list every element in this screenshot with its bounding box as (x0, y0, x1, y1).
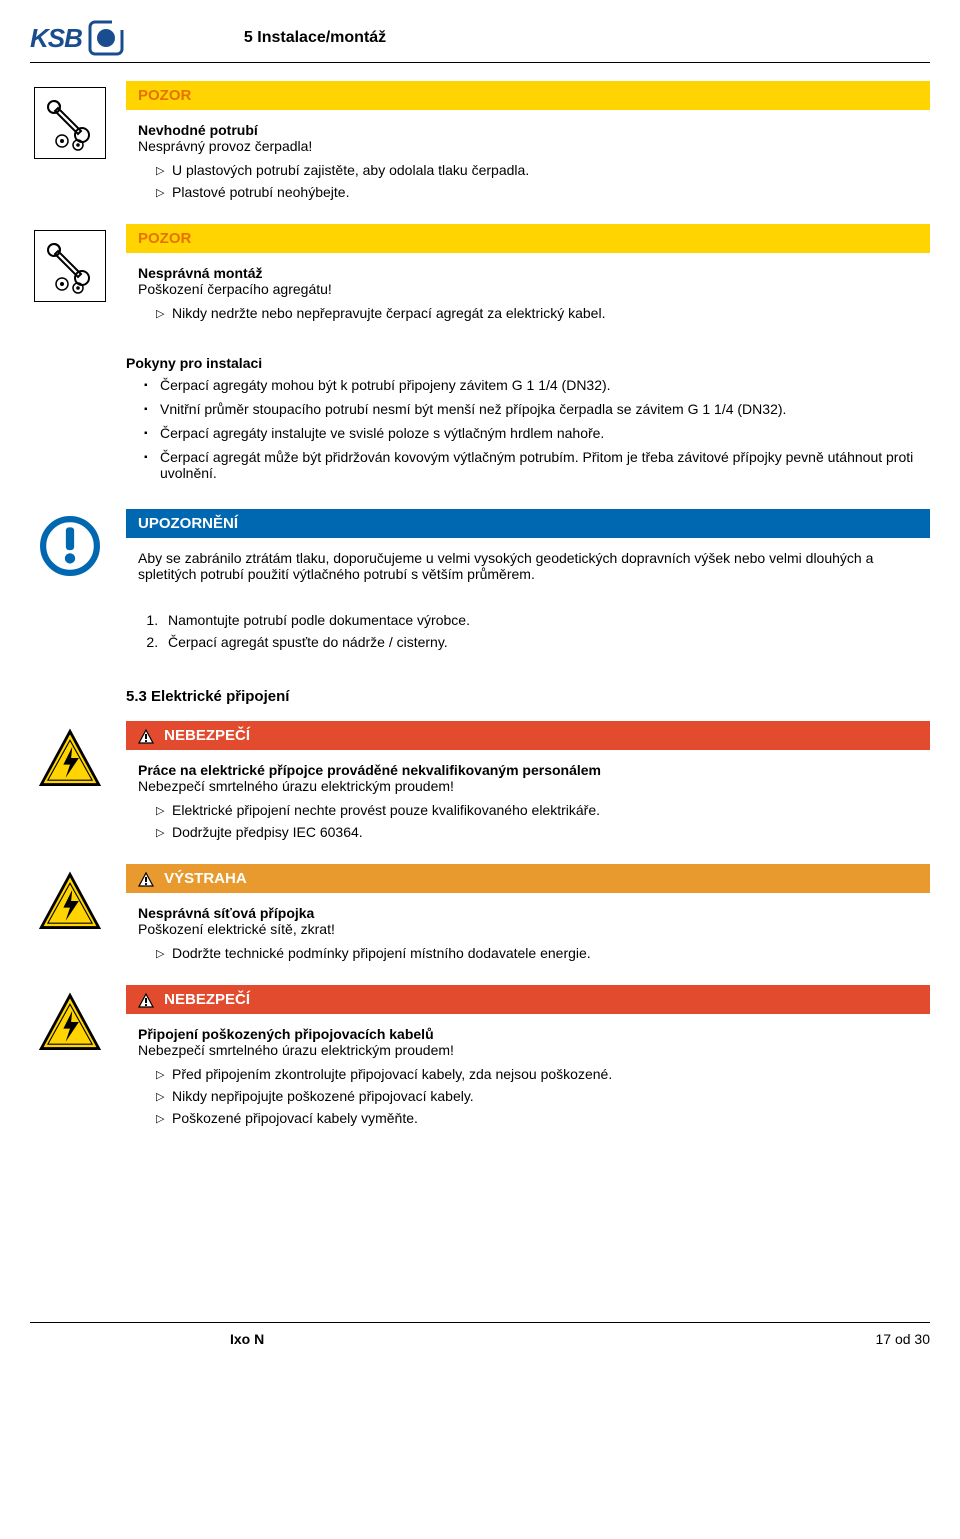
list-item: Čerpací agregát může být přidržován kovo… (144, 449, 930, 481)
list-item: Čerpací agregáty mohou být k potrubí při… (144, 377, 930, 393)
pozor1-sub: Nesprávný provoz čerpadla! (138, 138, 918, 154)
list-item: Poškozené připojovací kabely vyměňte. (156, 1110, 918, 1126)
vystraha-title: Nesprávná síťová přípojka (138, 905, 918, 921)
page-header: KSB 5 Instalace/montáž (30, 20, 930, 63)
nebezpeci2-title: Připojení poškozených připojovacích kabe… (138, 1026, 918, 1042)
warning-triangle-icon (138, 729, 154, 744)
nebezpeci1-title: Práce na elektrické přípojce prováděné n… (138, 762, 918, 778)
banner-label: NEBEZPEČÍ (164, 991, 250, 1008)
pozor2-sub: Poškození čerpacího agregátu! (138, 281, 918, 297)
banner-label: NEBEZPEČÍ (164, 727, 250, 744)
pozor2-title: Nesprávná montáž (138, 265, 918, 281)
electric-hazard-icon (36, 991, 104, 1053)
upozorneni-block: UPOZORNĚNÍ Aby se zabránilo ztrátám tlak… (30, 509, 930, 656)
list-item: Namontujte potrubí podle dokumentace výr… (162, 612, 930, 628)
upozorneni-body: Aby se zabránilo ztrátám tlaku, doporuču… (138, 550, 918, 582)
vystraha-sub: Poškození elektrické sítě, zkrat! (138, 921, 918, 937)
banner-label: VÝSTRAHA (164, 870, 247, 887)
info-icon (39, 515, 101, 577)
list-item: Plastové potrubí neohýbejte. (156, 184, 918, 200)
nebezpeci2-sub: Nebezpečí smrtelného úrazu elektrickým p… (138, 1042, 918, 1058)
warning-triangle-icon (138, 993, 154, 1008)
warning-triangle-icon (138, 872, 154, 887)
logo-text: KSB (30, 23, 82, 54)
list-item: Před připojením zkontrolujte připojovací… (156, 1066, 918, 1082)
nebezpeci-block-2: NEBEZPEČÍ Připojení poškozených připojov… (30, 985, 930, 1142)
electric-hazard-icon (36, 870, 104, 932)
list-item: Elektrické připojení nechte provést pouz… (156, 802, 918, 818)
list-item: Nikdy nedržte nebo nepřepravujte čerpací… (156, 305, 918, 321)
logo-icon (88, 20, 124, 56)
electric-hazard-icon (36, 727, 104, 789)
page-footer: Ixo N 17 od 30 (30, 1322, 930, 1347)
pozor-banner: POZOR (126, 81, 930, 110)
nebezpeci-banner: NEBEZPEČÍ (126, 721, 930, 750)
vystraha-block: VÝSTRAHA Nesprávná síťová přípojka Poško… (30, 864, 930, 977)
footer-page: 17 od 30 (876, 1331, 931, 1347)
pokyny-heading: Pokyny pro instalaci (126, 355, 930, 371)
list-item: Dodržujte předpisy IEC 60364. (156, 824, 918, 840)
vystraha-banner: VÝSTRAHA (126, 864, 930, 893)
section-title: 5 Instalace/montáž (244, 29, 386, 47)
footer-product: Ixo N (230, 1331, 264, 1347)
nebezpeci-banner: NEBEZPEČÍ (126, 985, 930, 1014)
list-item: Nikdy nepřipojujte poškozené připojovací… (156, 1088, 918, 1104)
pozor-block-1: POZOR Nevhodné potrubí Nesprávný provoz … (30, 81, 930, 216)
list-item: Čerpací agregáty instalujte ve svislé po… (144, 425, 930, 441)
list-item: Vnitřní průměr stoupacího potrubí nesmí … (144, 401, 930, 417)
maintenance-icon (34, 87, 106, 159)
pokyny-block: Pokyny pro instalaci Čerpací agregáty mo… (30, 345, 930, 489)
list-item: Dodržte technické podmínky připojení mís… (156, 945, 918, 961)
nebezpeci-block-1: NEBEZPEČÍ Práce na elektrické přípojce p… (30, 721, 930, 856)
subsection-title: 5.3 Elektrické připojení (126, 688, 930, 705)
subsection-row: 5.3 Elektrické připojení (30, 664, 930, 713)
pozor-block-2: POZOR Nesprávná montáž Poškození čerpací… (30, 224, 930, 337)
maintenance-icon (34, 230, 106, 302)
pozor-banner: POZOR (126, 224, 930, 253)
pozor1-title: Nevhodné potrubí (138, 122, 918, 138)
logo: KSB (30, 20, 124, 56)
list-item: U plastových potrubí zajistěte, aby odol… (156, 162, 918, 178)
upozorneni-banner: UPOZORNĚNÍ (126, 509, 930, 538)
nebezpeci1-sub: Nebezpečí smrtelného úrazu elektrickým p… (138, 778, 918, 794)
list-item: Čerpací agregát spusťte do nádrže / cist… (162, 634, 930, 650)
